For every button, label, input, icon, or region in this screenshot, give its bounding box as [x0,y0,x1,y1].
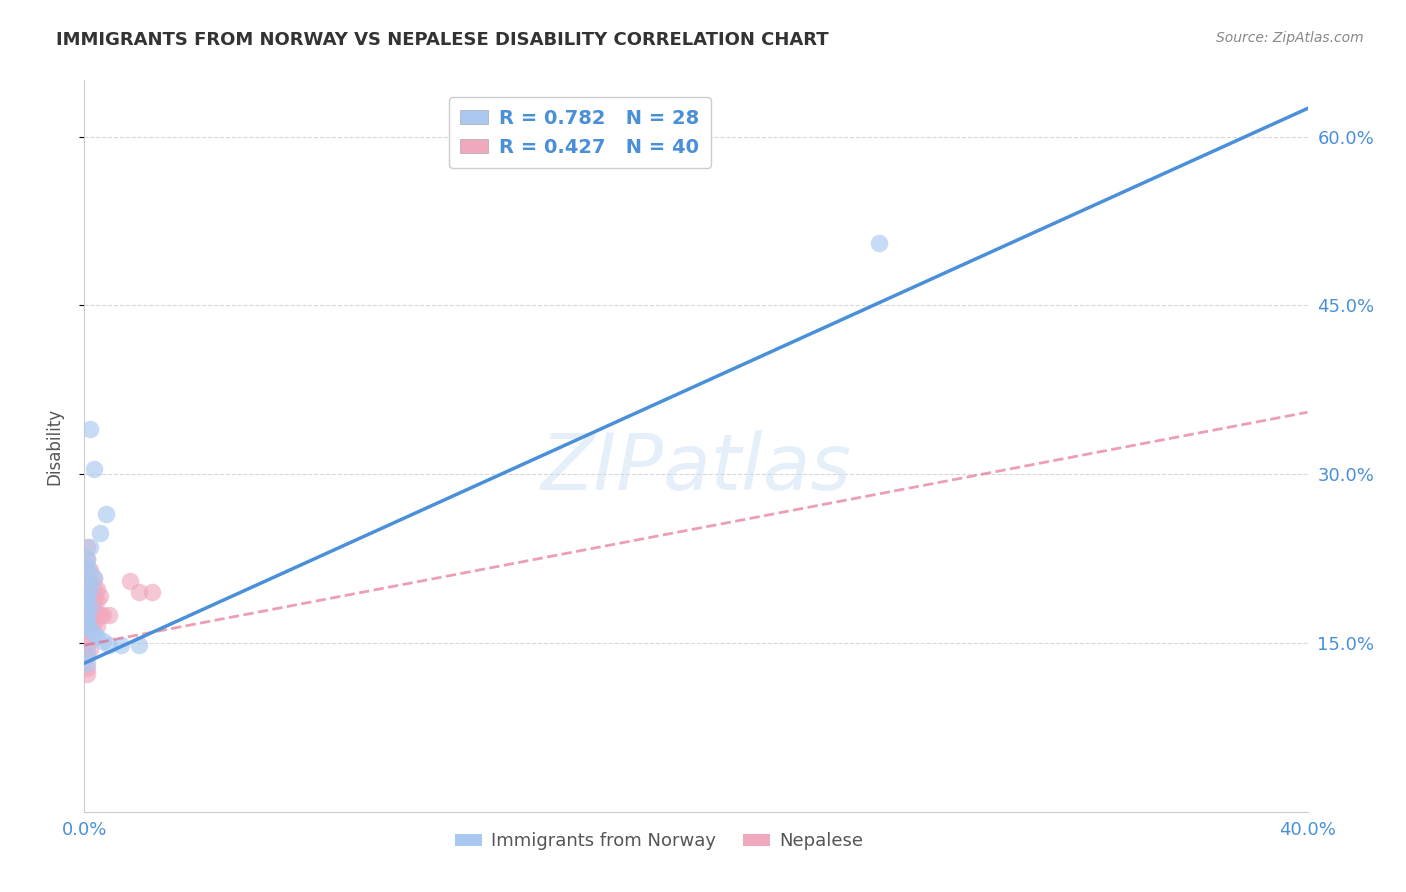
Point [76,630,98,644]
Point [76,589,98,603]
Point [76,611,98,625]
Y-axis label: Disability: Disability [45,408,63,484]
Point [83,571,105,585]
Point [94,507,117,521]
Point [76,619,98,633]
Point [141,585,163,599]
Point [86,593,108,607]
Text: ZIPatlas: ZIPatlas [540,430,852,506]
Point [76,638,98,652]
Point [79,599,101,614]
Point [76,615,98,630]
Point [79,619,101,633]
Point [91,607,114,622]
Point [76,551,98,566]
Point [76,649,98,664]
Point [128,585,150,599]
Point [97,638,120,652]
Legend: Immigrants from Norway, Nepalese: Immigrants from Norway, Nepalese [449,825,870,857]
Point [76,559,98,574]
Point [79,604,101,618]
Point [79,541,101,555]
Point [76,661,98,675]
Point [76,599,98,614]
Point [76,611,98,625]
Point [79,611,101,625]
Point [76,615,98,630]
Point [76,541,98,555]
Point [86,630,108,644]
Point [79,574,101,588]
Point [79,566,101,581]
Text: IMMIGRANTS FROM NORWAY VS NEPALESE DISABILITY CORRELATION CHART: IMMIGRANTS FROM NORWAY VS NEPALESE DISAB… [56,31,830,49]
Point [83,582,105,596]
Point [86,619,108,633]
Point [79,585,101,599]
Point [79,623,101,637]
Point [76,623,98,637]
Point [110,638,132,652]
Point [869,236,891,251]
Point [89,525,111,540]
Point [128,638,150,652]
Point [76,563,98,577]
Point [91,633,114,648]
Point [76,582,98,596]
Point [76,604,98,618]
Point [76,577,98,591]
Point [79,563,101,577]
Point [89,589,111,603]
Point [76,551,98,566]
Point [83,571,105,585]
Point [97,607,120,622]
Point [83,604,105,618]
Point [79,597,101,611]
Point [76,589,98,603]
Point [76,667,98,681]
Point [76,574,98,588]
Point [79,422,101,436]
Point [76,593,98,607]
Point [76,656,98,670]
Point [76,604,98,618]
Point [89,607,111,622]
Point [83,627,105,641]
Point [79,641,101,656]
Point [83,615,105,630]
Point [120,574,142,588]
Point [83,593,105,607]
Point [76,593,98,607]
Point [86,582,108,596]
Point [79,582,101,596]
Point [83,461,105,475]
Point [76,645,98,659]
Text: Source: ZipAtlas.com: Source: ZipAtlas.com [1216,31,1364,45]
